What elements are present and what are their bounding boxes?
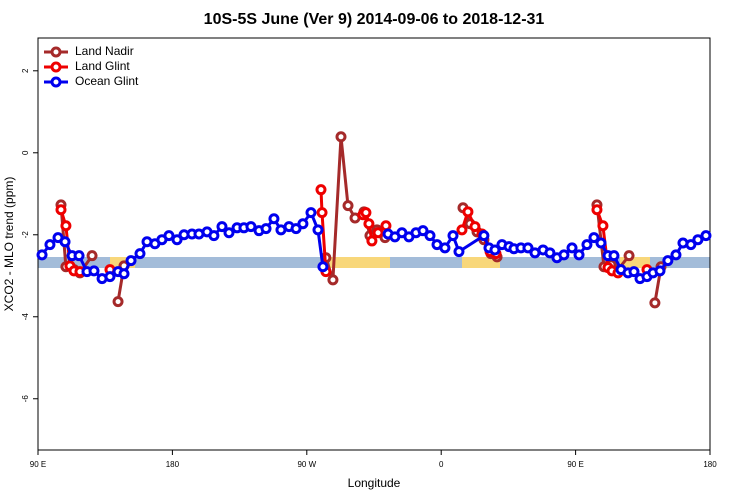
point	[223, 227, 235, 239]
x-axis-label: Longitude	[348, 476, 401, 490]
point	[462, 206, 474, 218]
point	[315, 184, 327, 196]
point	[297, 218, 309, 230]
point	[59, 236, 71, 248]
point	[544, 247, 556, 259]
point	[290, 223, 302, 235]
point	[588, 232, 600, 244]
point	[335, 131, 347, 143]
band-land	[462, 257, 500, 268]
point	[628, 266, 640, 278]
point	[342, 200, 354, 212]
point	[366, 235, 378, 247]
x-tick-label: 180	[703, 460, 717, 469]
point	[216, 221, 228, 233]
legend-label: Land Glint	[75, 59, 130, 73]
x-tick-label: 90 E	[30, 460, 46, 469]
x-tick-label: 0	[439, 460, 444, 469]
point	[597, 220, 609, 232]
point	[595, 237, 607, 249]
point	[327, 274, 339, 286]
legend-label: Land Nadir	[75, 44, 134, 58]
legend-label: Ocean Glint	[75, 74, 139, 88]
point	[456, 224, 468, 236]
point	[118, 268, 130, 280]
point	[372, 227, 384, 239]
point	[360, 207, 372, 219]
point	[88, 265, 100, 277]
y-tick-label: 0	[21, 150, 30, 155]
point	[86, 250, 98, 262]
x-tick-label: 90 W	[297, 460, 316, 469]
y-axis-label: XCO2 - MLO trend (ppm)	[2, 177, 16, 312]
point	[268, 213, 280, 225]
x-tick-label: 90 E	[567, 460, 583, 469]
point	[424, 230, 436, 242]
point	[260, 223, 272, 235]
point	[566, 242, 578, 254]
y-tick-label: -2	[21, 231, 30, 239]
point	[662, 255, 674, 267]
point	[581, 239, 593, 251]
point	[654, 265, 666, 277]
band-land	[620, 257, 650, 268]
point	[55, 204, 67, 216]
point	[489, 244, 501, 256]
point	[245, 221, 257, 233]
point	[73, 250, 85, 262]
y-tick-label: 2	[21, 68, 30, 73]
point	[692, 234, 704, 246]
legend-marker	[50, 46, 62, 58]
point	[649, 297, 661, 309]
point	[163, 230, 175, 242]
point	[573, 249, 585, 261]
point	[700, 230, 712, 242]
point	[447, 230, 459, 242]
x-tick-label: 180	[166, 460, 180, 469]
point	[134, 248, 146, 260]
point	[171, 234, 183, 246]
y-tick-label: -6	[21, 395, 30, 403]
point	[608, 250, 620, 262]
point	[316, 207, 328, 219]
point	[469, 221, 481, 233]
point	[623, 250, 635, 262]
chart-title: 10S-5S June (Ver 9) 2014-09-06 to 2018-1…	[204, 11, 545, 28]
point	[60, 220, 72, 232]
point	[36, 249, 48, 261]
point	[104, 271, 116, 283]
band-land	[330, 257, 390, 268]
point	[453, 246, 465, 258]
point	[125, 255, 137, 267]
legend-marker	[50, 76, 62, 88]
legend-marker	[50, 61, 62, 73]
point	[439, 242, 451, 254]
point	[317, 261, 329, 273]
plot-frame	[37, 37, 711, 451]
point	[363, 218, 375, 230]
point	[558, 249, 570, 261]
point	[685, 239, 697, 251]
point	[417, 225, 429, 237]
point	[208, 230, 220, 242]
y-tick-label: -4	[21, 313, 30, 321]
point	[305, 207, 317, 219]
point	[44, 239, 56, 251]
point	[591, 204, 603, 216]
point	[522, 242, 534, 254]
point	[312, 224, 324, 236]
point	[478, 230, 490, 242]
point	[112, 296, 124, 308]
point	[670, 249, 682, 261]
